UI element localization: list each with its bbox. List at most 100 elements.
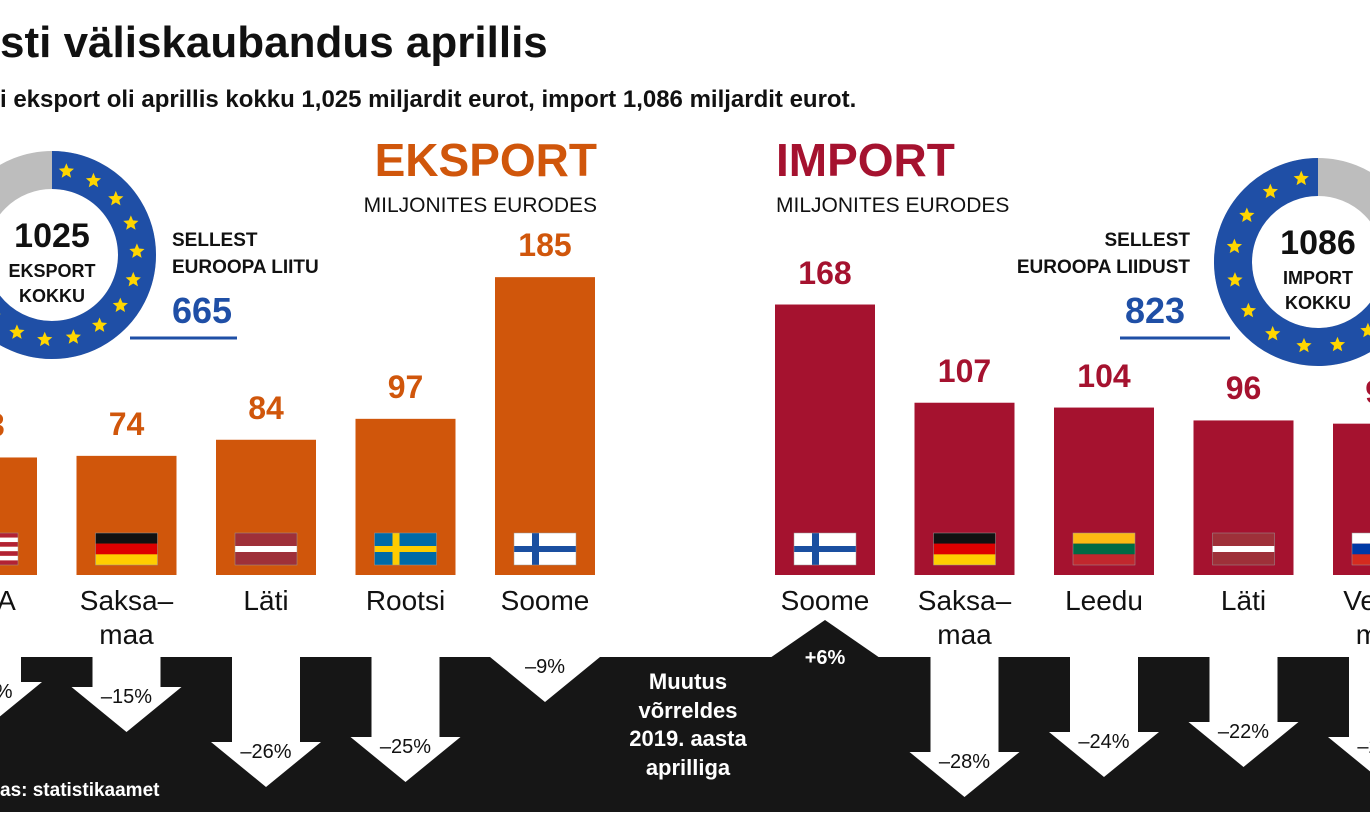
flag-part: [1352, 533, 1370, 544]
change-label: –26%: [240, 741, 292, 763]
subtitle: i eksport oli aprillis kokku 1,025 milja…: [0, 86, 857, 113]
flag-part: [514, 546, 576, 552]
change-label: –24%: [1078, 731, 1130, 753]
section-subtitle: MILJONITES EURODES: [363, 194, 597, 217]
flag-part: [933, 554, 996, 565]
eu-star: [1296, 337, 1312, 353]
flag-part: [1073, 554, 1135, 565]
category-label: Soome: [500, 585, 590, 616]
flag-part: [0, 546, 18, 552]
eu-star: [129, 243, 145, 258]
eu-star: [0, 313, 1, 315]
flag-border: [374, 532, 437, 566]
change-arrow: [0, 657, 42, 717]
donut-total-label: 1086: [1280, 224, 1356, 262]
eu-star: [58, 163, 74, 178]
eu-star: [123, 215, 139, 230]
change-label: –28%: [938, 751, 991, 773]
change-label: +6%: [804, 647, 846, 669]
flag-part: [1352, 554, 1370, 565]
section-subtitle: MILJONITES EURODES: [776, 194, 1010, 217]
flag-part: [532, 533, 539, 565]
value-label: 185: [518, 227, 572, 264]
change-caption: Muutus võrreldes 2019. aasta aprilliga: [629, 669, 747, 780]
category-label: Rootsi: [365, 585, 446, 616]
flag-part: [812, 533, 819, 565]
value-label: 74: [108, 405, 145, 442]
flag-part: [0, 560, 18, 565]
eu-star: [1265, 325, 1281, 341]
flag-part: [0, 533, 18, 538]
flag-part: [794, 546, 856, 552]
flag-part: [95, 554, 158, 565]
category-label: Saksa– maa: [79, 585, 174, 650]
change-label: –9%: [524, 656, 566, 678]
category-label: Saksa– maa: [917, 585, 1012, 650]
category-label: Vene– maa: [1343, 585, 1370, 650]
flag-part: [1352, 543, 1370, 555]
change-label: –25%: [1357, 736, 1370, 758]
donut-caption: EKSPORT KOKKU: [8, 261, 96, 307]
eu-star: [1329, 336, 1346, 352]
eu-star: [91, 317, 108, 332]
change-label: –22%: [1217, 721, 1270, 743]
eu-value: 823: [1125, 290, 1186, 331]
value-label: 84: [248, 389, 284, 426]
flag-part: [0, 537, 18, 543]
flag-part: [95, 543, 158, 555]
flag-part: [235, 546, 297, 552]
flag: [513, 532, 577, 566]
flag-part: [374, 546, 437, 552]
eu-star: [1262, 183, 1278, 199]
flag: [374, 532, 437, 566]
value-label: 96: [1225, 370, 1262, 407]
eu-star: [1293, 170, 1309, 186]
change-label: –25%: [379, 736, 432, 758]
flag-part: [933, 543, 996, 555]
category-label: Leedu: [1065, 585, 1143, 616]
eu-star: [1226, 238, 1243, 254]
value-label: 94: [1323, 374, 1370, 411]
category-label: Läti: [243, 585, 289, 616]
flag-border: [1212, 532, 1275, 566]
change-arrow: [1049, 657, 1159, 777]
eu-star: [1240, 302, 1257, 318]
value-label: 97: [387, 368, 424, 405]
flag-part: [1073, 533, 1135, 544]
flag-part: [95, 533, 158, 544]
donut-total-label: 1025: [14, 217, 90, 255]
donut-eu: [1214, 158, 1370, 366]
change-arrow: [71, 657, 182, 732]
flag-border: [1351, 532, 1370, 566]
change-arrow: [1328, 657, 1370, 772]
eu-caption: SELLEST EUROOPA LIIDUST: [1016, 230, 1190, 278]
eu-star: [1239, 207, 1255, 222]
flag-border: [1072, 532, 1136, 566]
source: as: statistikaamet: [0, 780, 160, 801]
flag: [95, 532, 158, 566]
change-label: –15%: [100, 686, 153, 708]
eu-value: 665: [172, 290, 233, 331]
change-arrow: [1188, 657, 1299, 767]
eu-star: [112, 297, 128, 313]
flag-border: [513, 532, 577, 566]
change-label: –14%: [0, 681, 37, 704]
flag: [234, 532, 298, 566]
change-arrow: [909, 657, 1020, 797]
bar: [495, 277, 595, 575]
value-label: 168: [798, 254, 852, 291]
flag: [1212, 532, 1275, 566]
eu-star: [108, 190, 124, 206]
flag-part: [0, 542, 18, 547]
bar: [775, 304, 875, 575]
category-label: Soome: [780, 585, 870, 616]
flag-border: [234, 532, 298, 566]
flag: [933, 532, 996, 566]
flag-part: [0, 551, 18, 556]
donut-caption: IMPORT KOKKU: [1283, 268, 1353, 314]
change-arrow: [770, 620, 880, 658]
change-arrow: [350, 657, 461, 782]
eu-star: [1360, 322, 1370, 338]
flag-part: [0, 555, 18, 561]
